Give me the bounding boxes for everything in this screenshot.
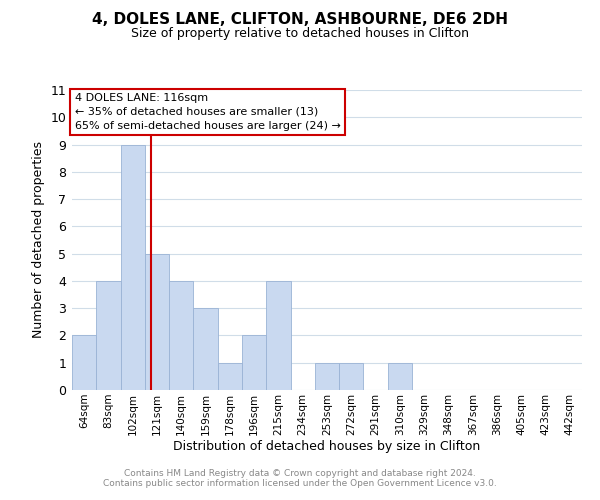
Bar (145, 254, 169, 390)
Bar (315, 362, 339, 390)
Text: Contains HM Land Registry data © Crown copyright and database right 2024.: Contains HM Land Registry data © Crown c… (124, 468, 476, 477)
Bar (193, 308, 218, 390)
Bar (339, 362, 364, 390)
Bar (218, 362, 242, 390)
Text: Size of property relative to detached houses in Clifton: Size of property relative to detached ho… (131, 28, 469, 40)
Bar (169, 281, 193, 390)
Text: 4 DOLES LANE: 116sqm
← 35% of detached houses are smaller (13)
65% of semi-detac: 4 DOLES LANE: 116sqm ← 35% of detached h… (74, 93, 340, 131)
Bar (242, 336, 266, 390)
Bar (388, 362, 412, 390)
Bar (266, 281, 290, 390)
X-axis label: Distribution of detached houses by size in Clifton: Distribution of detached houses by size … (173, 440, 481, 454)
Y-axis label: Number of detached properties: Number of detached properties (32, 142, 45, 338)
Text: 4, DOLES LANE, CLIFTON, ASHBOURNE, DE6 2DH: 4, DOLES LANE, CLIFTON, ASHBOURNE, DE6 2… (92, 12, 508, 28)
Bar (96, 281, 121, 390)
Text: Contains public sector information licensed under the Open Government Licence v3: Contains public sector information licen… (103, 478, 497, 488)
Bar (72, 336, 96, 390)
Bar (121, 144, 145, 390)
